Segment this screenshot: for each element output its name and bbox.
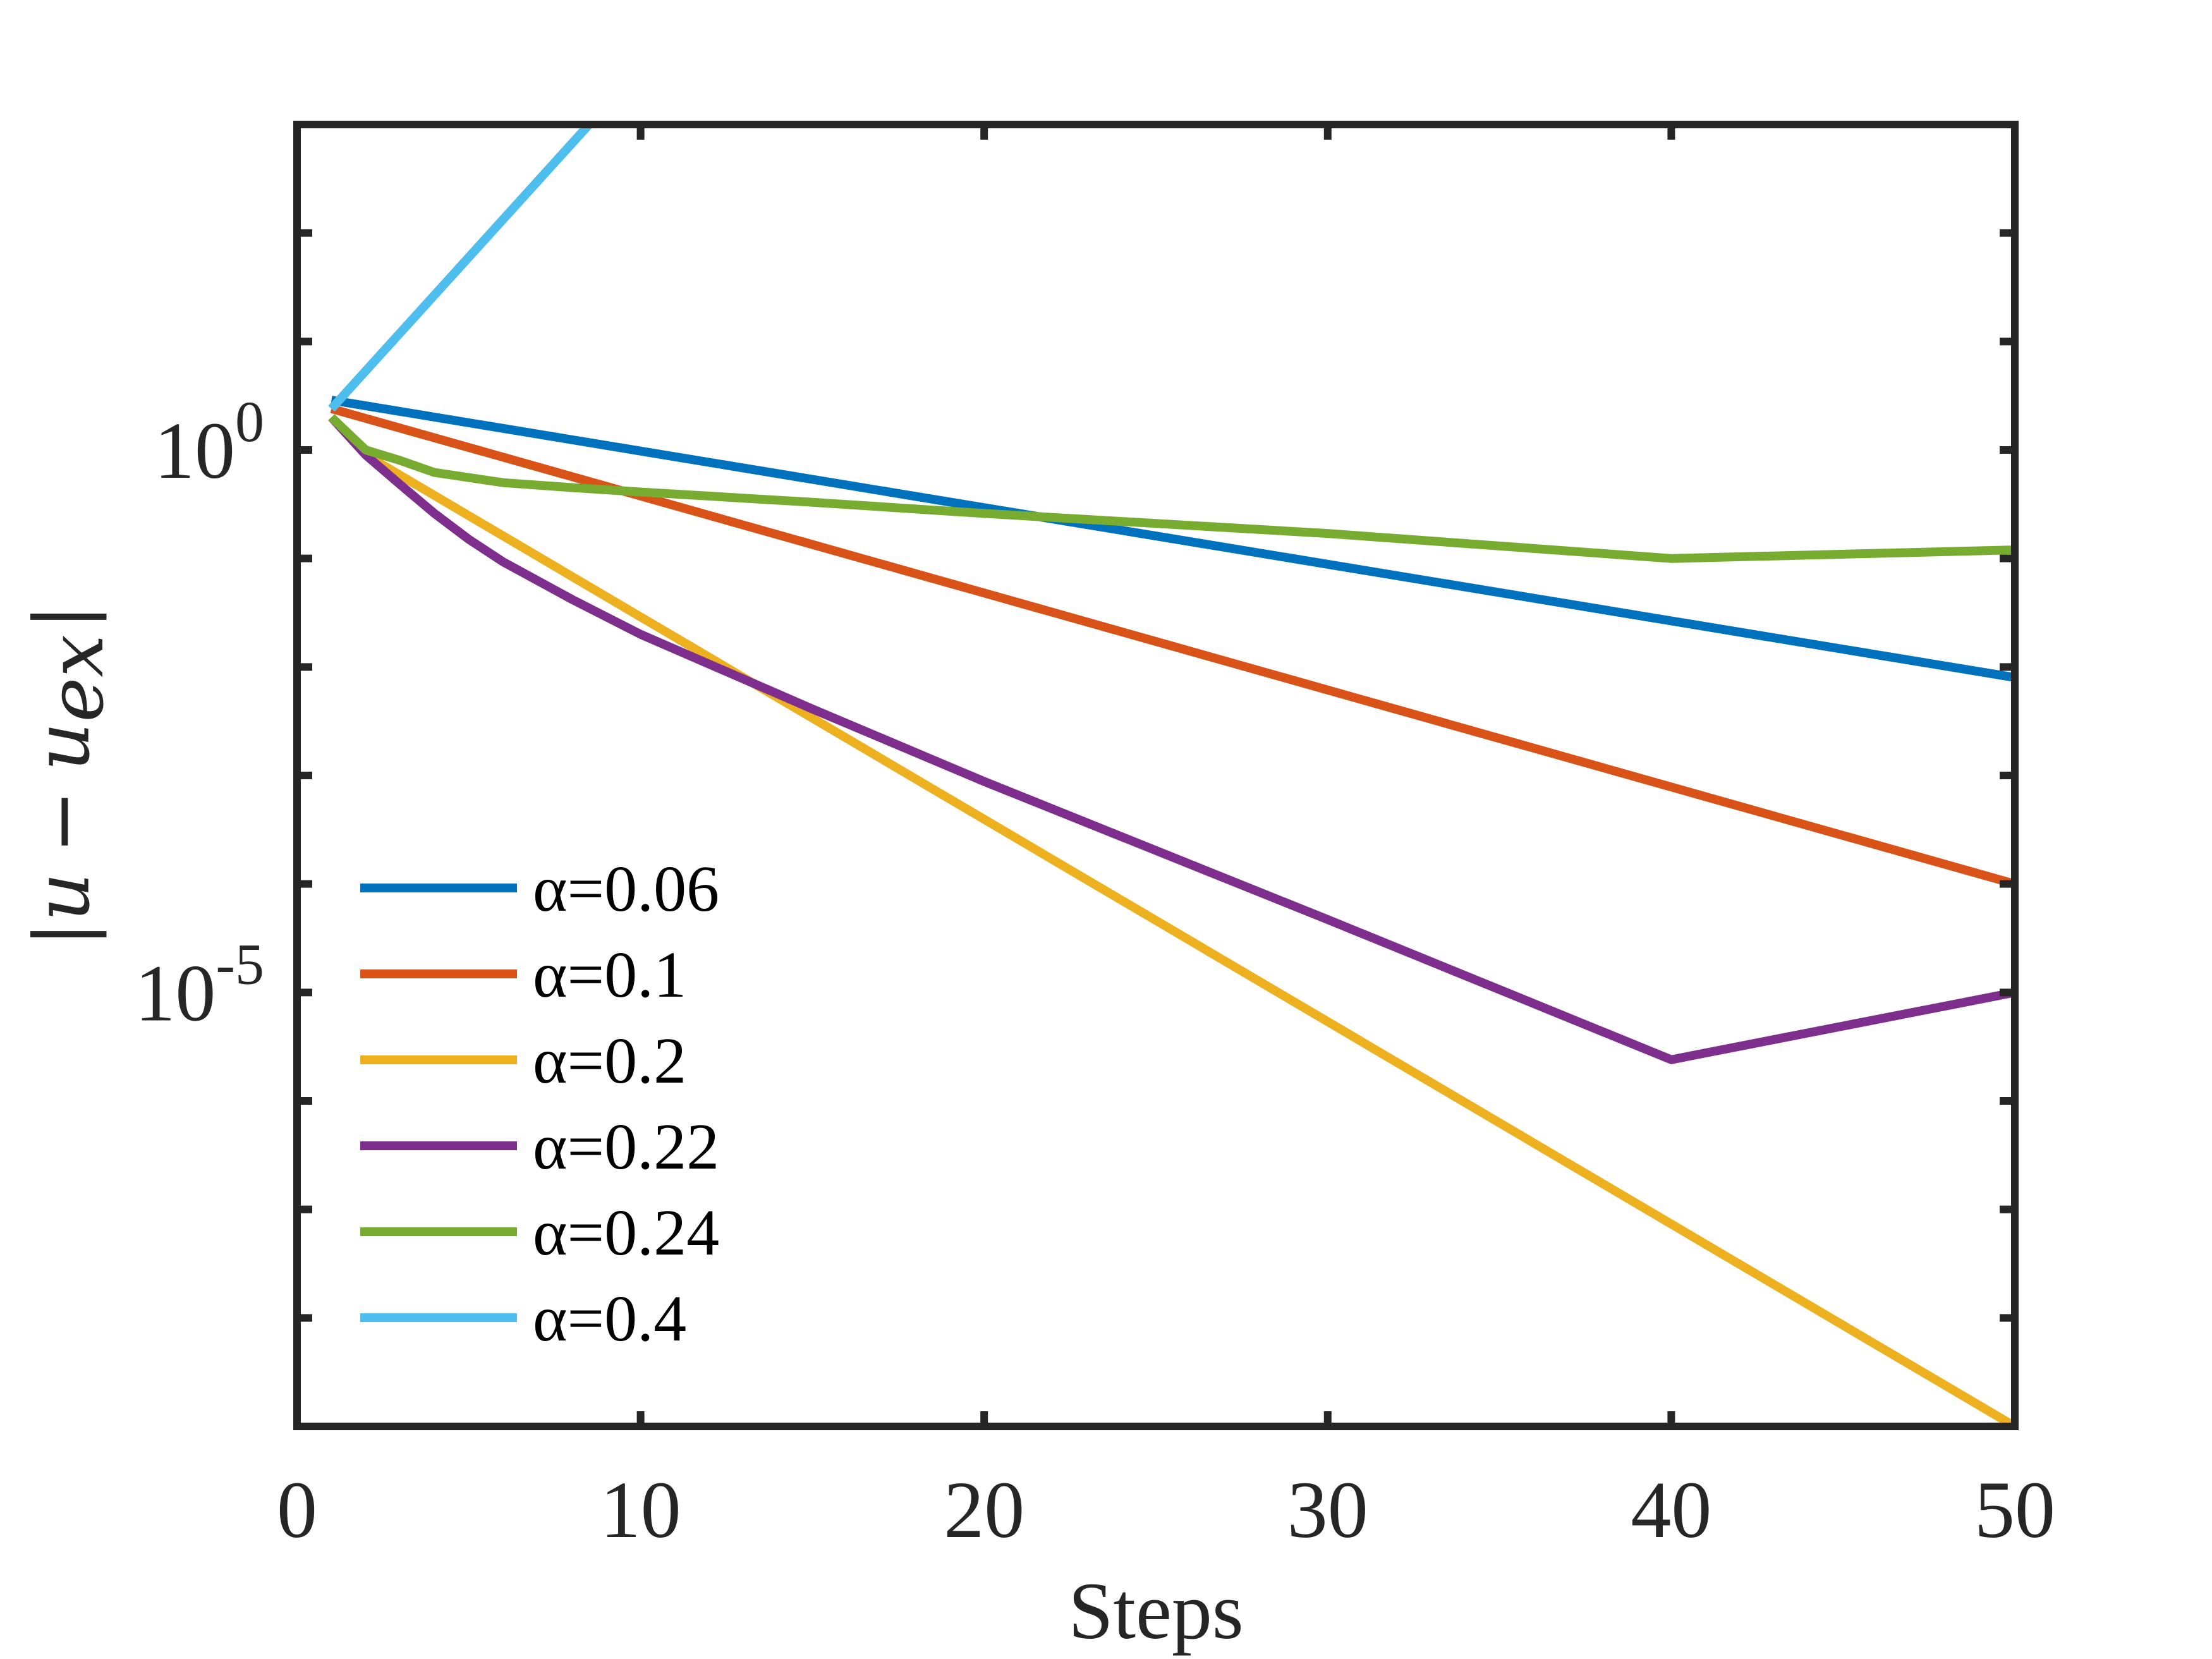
x-tick-label-0: 0 bbox=[277, 1465, 317, 1555]
y-axis-title-bar-right: | bbox=[19, 604, 107, 629]
y-axis-title: |u−uex| bbox=[19, 604, 121, 947]
x-tick-labels: 0 10 20 30 40 50 bbox=[277, 1465, 2055, 1555]
series-line-4 bbox=[328, 414, 2015, 563]
x-tick-label-4: 40 bbox=[1631, 1465, 1711, 1555]
series-line-5 bbox=[328, 125, 593, 412]
svg-text:|u−uex|: |u−uex| bbox=[19, 604, 121, 947]
legend-label-0: α=0.06 bbox=[533, 853, 719, 925]
legend-label-1: α=0.1 bbox=[533, 939, 686, 1011]
legend-label-2: α=0.2 bbox=[533, 1024, 686, 1097]
series-line-0 bbox=[331, 396, 2015, 682]
y-tick-label-1: 10-5 bbox=[135, 932, 264, 1038]
series-line-3 bbox=[328, 414, 2015, 1064]
legend-label-3: α=0.22 bbox=[533, 1110, 719, 1183]
legend: α=0.06 α=0.1 α=0.2 α=0.22 α=0.24 α=0.4 bbox=[360, 853, 719, 1355]
ticks-layer bbox=[293, 121, 2019, 1430]
legend-label-4: α=0.24 bbox=[533, 1196, 719, 1269]
x-tick-label-2: 20 bbox=[944, 1465, 1024, 1555]
x-axis-title: Steps bbox=[1068, 1566, 1243, 1656]
y-axis-title-minus: − bbox=[19, 790, 107, 854]
legend-label-5: α=0.4 bbox=[533, 1282, 686, 1355]
x-tick-label-5: 50 bbox=[1974, 1465, 2055, 1555]
series-layer bbox=[328, 125, 2015, 1426]
y-axis-title-u: u bbox=[19, 873, 107, 921]
y-tick-labels: 100 10-5 bbox=[135, 389, 264, 1038]
y-axis-title-subscript: ex bbox=[33, 635, 121, 722]
y-tick-label-0: 100 bbox=[154, 389, 264, 495]
x-tick-label-3: 30 bbox=[1287, 1465, 1368, 1555]
y-axis-title-u2: u bbox=[19, 722, 107, 771]
x-tick-label-1: 10 bbox=[600, 1465, 681, 1555]
y-axis-title-bar-left: | bbox=[19, 921, 107, 947]
